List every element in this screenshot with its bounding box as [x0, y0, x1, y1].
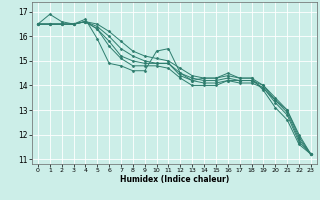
X-axis label: Humidex (Indice chaleur): Humidex (Indice chaleur): [120, 175, 229, 184]
